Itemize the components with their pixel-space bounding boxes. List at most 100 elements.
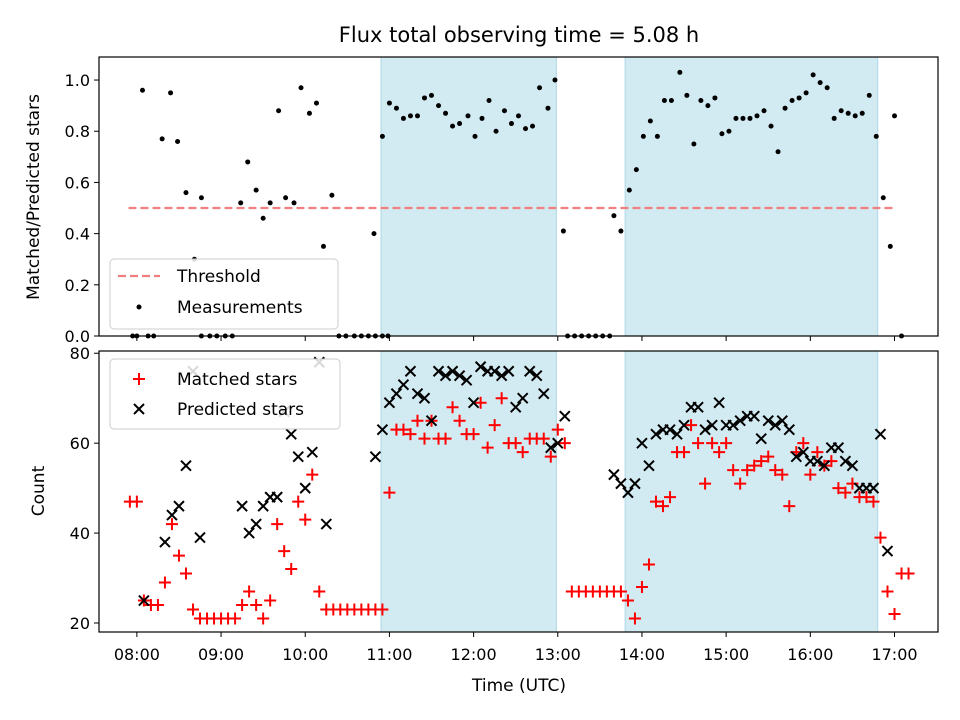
measurement-point — [866, 92, 872, 98]
measurement-point — [880, 195, 886, 201]
matched-star-point — [888, 608, 901, 621]
measurement-point — [698, 98, 704, 104]
measurement-point — [831, 115, 837, 121]
predicted-star-point — [271, 491, 283, 503]
y-tick-label: 1.0 — [65, 71, 90, 90]
measurement-point — [267, 200, 273, 206]
measurement-point — [260, 215, 266, 221]
predicted-star-point — [509, 401, 522, 413]
measurement-point — [810, 72, 816, 78]
top-legend: Threshold Measurements — [109, 258, 339, 330]
predicted-star-point — [622, 486, 634, 499]
measurement-point — [501, 108, 507, 114]
measurement-point — [677, 69, 683, 75]
matched-star-point — [411, 414, 424, 427]
predicted-star-point — [783, 423, 795, 436]
y-tick-label: 20 — [70, 614, 90, 633]
measurement-point — [684, 92, 690, 98]
measurement-point — [472, 133, 478, 139]
matched-star-point — [285, 563, 298, 576]
measurement-point — [329, 192, 335, 198]
predicted-star-point — [306, 446, 318, 458]
predicted-star-point — [636, 437, 648, 449]
matched-star-point — [292, 495, 305, 508]
measurement-point — [824, 85, 830, 91]
matched-star-point — [678, 446, 691, 459]
predicted-star-point — [811, 455, 824, 467]
matched-star-point — [537, 432, 550, 445]
predicted-star-point — [706, 419, 718, 431]
matched-star-point — [383, 486, 396, 499]
matched-star-point — [713, 446, 726, 459]
matched-star-point — [488, 419, 501, 432]
top-shaded-intervals — [380, 56, 879, 337]
measurement-point — [796, 95, 802, 101]
shaded-interval-1 — [380, 350, 557, 633]
measurement-point — [245, 159, 251, 165]
matched-star-point — [158, 576, 171, 589]
predicted-star-point — [425, 414, 438, 427]
measurement-point — [640, 133, 646, 139]
matched-star-point — [418, 432, 431, 445]
matched-star-point — [179, 567, 192, 580]
measurement-point — [691, 141, 697, 147]
measurement-point — [845, 110, 851, 116]
measurement-point — [817, 80, 823, 86]
matched-star-point — [839, 486, 852, 499]
predicted-star-point — [538, 388, 550, 400]
measurement-point — [320, 243, 326, 249]
predicted-star-point — [236, 500, 248, 512]
predicted-star-point — [376, 423, 389, 436]
predicted-star-point — [432, 365, 445, 377]
predicted-star-point — [320, 518, 332, 530]
predicted-star-point — [629, 477, 641, 490]
predicted-star-point — [502, 365, 515, 377]
measurement-point — [306, 110, 312, 116]
predicted-star-point — [559, 410, 571, 422]
matched-star-point — [439, 432, 452, 445]
predicted-star-point — [243, 527, 255, 539]
predicted-star-point — [531, 370, 543, 382]
predicted-star-point — [713, 396, 725, 409]
measurement-point — [618, 228, 624, 234]
matched-star-point — [306, 468, 319, 481]
x-tick-label: 16:00 — [787, 645, 833, 664]
ratio-panel: 0.0 0.2 0.4 0.6 0.8 1.0 Matched/Predicted sta… — [24, 56, 939, 346]
y-tick-label: 0.4 — [65, 225, 90, 244]
measurement-point — [457, 121, 463, 127]
measurement-point — [668, 98, 674, 104]
x-axis-label: Time (UTC) — [471, 676, 566, 696]
x-tick-label: 09:00 — [198, 645, 244, 664]
matched-star-point — [720, 437, 733, 450]
count-panel: 20 40 60 80 08:00 09:00 10:00 11:00 12:00 13:00 1… — [29, 344, 939, 696]
matched-star-point — [706, 437, 719, 450]
predicted-star-point — [797, 446, 810, 458]
measurement-point — [298, 85, 304, 91]
x-tick-label: 15:00 — [703, 645, 749, 664]
matched-star-point — [846, 477, 859, 490]
matched-star-point — [657, 500, 670, 513]
matched-star-point — [664, 491, 677, 504]
matched-star-point — [271, 518, 284, 531]
top-x-ticks — [136, 336, 896, 341]
predicted-star-point — [762, 414, 774, 427]
measurement-point — [486, 98, 492, 104]
bottom-legend: Matched stars Predicted stars — [109, 358, 341, 430]
x-tick-label: 12:00 — [451, 645, 497, 664]
matched-star-point — [832, 482, 845, 495]
measurement-point — [552, 77, 558, 83]
measurement-point — [159, 136, 165, 142]
matched-star-point — [699, 477, 712, 490]
matched-star-point — [376, 603, 389, 616]
y-tick-label: 0.6 — [65, 173, 90, 192]
measurement-point — [429, 92, 435, 98]
measurement-point — [859, 110, 865, 116]
bottom-y-axis-label: Count — [29, 465, 49, 516]
predicted-star-point — [671, 428, 683, 440]
measurement-point — [705, 103, 711, 109]
matched-star-point — [628, 612, 641, 625]
measurement-point — [407, 113, 413, 119]
matched-star-point — [236, 599, 249, 612]
top-legend-box — [109, 258, 339, 330]
